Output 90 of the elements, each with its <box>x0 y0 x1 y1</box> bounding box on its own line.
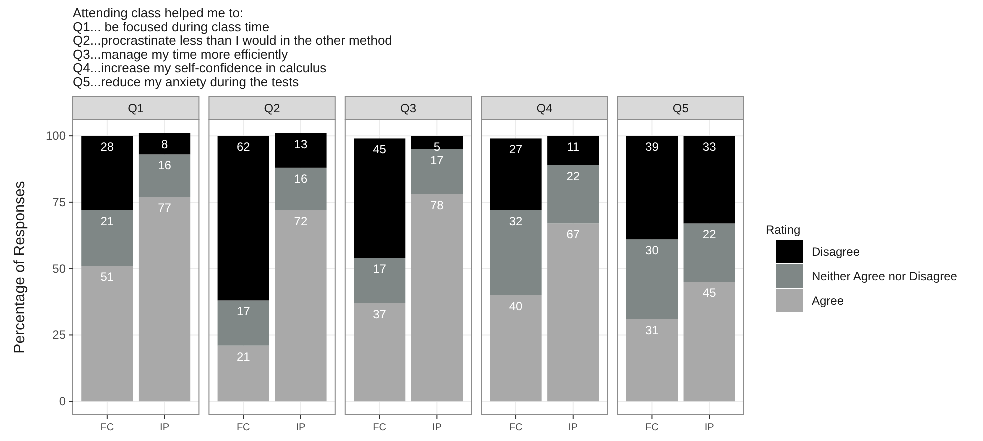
y-tick-label: 25 <box>52 328 66 342</box>
bar <box>82 266 134 402</box>
data-label: 21 <box>100 214 114 228</box>
text: Attending class helped me to: <box>73 6 244 20</box>
data-label: 22 <box>702 228 717 242</box>
legend-label: Agree <box>812 294 844 308</box>
data-label: 17 <box>430 153 444 168</box>
legend-label: Disagree <box>812 244 860 259</box>
data-label: 45 <box>702 286 717 300</box>
bar <box>354 258 406 304</box>
legend-title: Rating <box>766 223 801 237</box>
text: Q2...procrastinate less than I would in the other method <box>73 33 392 48</box>
chart-title: Q3 <box>400 102 417 116</box>
bar <box>138 154 191 198</box>
bar <box>275 133 327 168</box>
text: Q5...reduce my anxiety during the tests <box>73 74 300 90</box>
data-label: 21 <box>236 350 251 364</box>
chart-title: Q2 <box>264 102 281 116</box>
bar <box>548 165 600 224</box>
data-label: 17 <box>236 304 251 319</box>
x-tick-label: IP <box>704 422 715 434</box>
x-tick-label: FC <box>646 422 659 434</box>
chart-title: Q5 <box>672 102 690 116</box>
text: Q4...increase my self-confidence in calculus <box>73 60 328 76</box>
bar <box>354 138 406 258</box>
data-label: 37 <box>373 307 387 322</box>
bar <box>490 295 542 402</box>
data-label: 40 <box>509 299 524 314</box>
x-tick-label: IP <box>432 422 442 434</box>
bar <box>684 224 736 282</box>
y-tick-label: 75 <box>52 195 66 210</box>
bar <box>684 282 736 402</box>
data-label: 28 <box>100 140 114 154</box>
data-label: 13 <box>294 137 308 152</box>
data-label: 11 <box>567 140 580 154</box>
data-label: 17 <box>373 262 387 276</box>
bar <box>354 303 406 402</box>
data-label: 39 <box>646 140 660 154</box>
data-label: 16 <box>158 158 172 173</box>
bar <box>548 224 600 402</box>
data-label: 32 <box>509 214 524 228</box>
data-label: 30 <box>646 244 660 258</box>
bar <box>218 300 270 346</box>
x-tick-label: IP <box>568 422 578 434</box>
chart-title: Q1 <box>128 102 144 116</box>
data-label: 27 <box>509 142 524 157</box>
x-tick-label: FC <box>236 422 250 434</box>
bar <box>684 136 736 224</box>
bar <box>275 168 327 210</box>
x-tick-label: FC <box>509 422 523 434</box>
bar <box>490 210 542 296</box>
bar <box>626 136 678 240</box>
bar <box>218 346 270 402</box>
x-tick-label: FC <box>100 422 114 434</box>
bar <box>411 194 463 402</box>
bar <box>411 136 463 150</box>
bar <box>138 197 191 402</box>
bar <box>548 136 600 166</box>
y-tick-label: 100 <box>46 129 66 144</box>
data-label: 22 <box>566 169 580 184</box>
data-label: 8 <box>161 137 168 152</box>
text: Q1... be focused during class time <box>73 19 270 34</box>
data-label: 33 <box>702 140 717 154</box>
y-tick-label: 50 <box>52 262 66 276</box>
y-tick-label: 0 <box>59 394 66 409</box>
bar <box>82 210 134 266</box>
bar <box>626 240 678 320</box>
text: Q3...manage my time more efficiently <box>73 46 289 62</box>
x-tick-label: FC <box>373 422 386 434</box>
data-label: 67 <box>566 228 580 242</box>
bar <box>218 136 270 301</box>
y-axis-title: Percentage of Responses <box>12 181 28 354</box>
chart-title: Q4 <box>536 102 554 116</box>
data-label: 51 <box>100 270 114 284</box>
data-label: 5 <box>434 140 441 154</box>
bar <box>275 210 327 402</box>
data-label: 78 <box>430 198 444 212</box>
data-label: 72 <box>294 214 308 228</box>
x-tick-label: IP <box>296 422 306 434</box>
legend-label: Neither Agree nor Disagree <box>812 269 958 284</box>
x-tick-label: IP <box>160 422 170 434</box>
bar <box>82 136 134 210</box>
data-label: 31 <box>646 323 660 338</box>
data-label: 77 <box>158 201 172 216</box>
data-label: 62 <box>236 140 251 154</box>
bar <box>138 133 191 155</box>
data-label: 16 <box>294 172 308 186</box>
data-label: 45 <box>373 142 387 157</box>
bar <box>490 138 542 210</box>
bar <box>626 319 678 402</box>
